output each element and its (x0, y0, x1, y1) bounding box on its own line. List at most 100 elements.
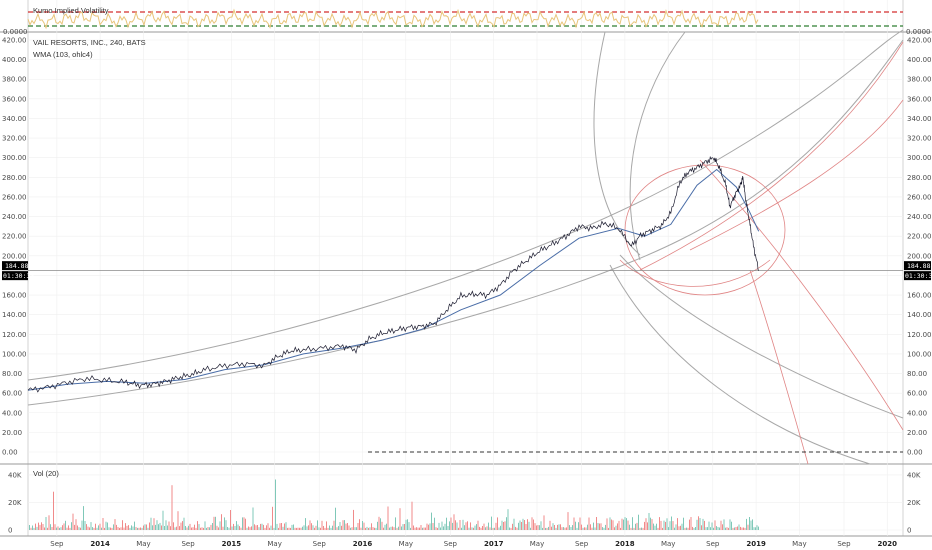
volume-bar (311, 523, 312, 530)
volume-bar (249, 527, 251, 530)
volume-bar (494, 527, 495, 530)
y-axis-left: 0.00 20.00 40.00 60.00 80.00 100.00 120.00 140.… (2, 37, 27, 457)
volume-bar (417, 527, 419, 530)
volume-bar (323, 526, 324, 530)
volume-bar (257, 525, 258, 530)
volume-bar (419, 527, 420, 530)
volume-bar (290, 527, 291, 530)
drawing-tools[interactable] (27, 29, 904, 465)
volume-bar (231, 526, 233, 530)
volume-bar (38, 522, 39, 530)
volume-bar (636, 522, 638, 530)
x-tick-label: 2017 (484, 540, 504, 548)
volume-bar (234, 526, 236, 530)
volume-bar (626, 518, 627, 530)
volume-bar (657, 527, 659, 530)
volume-bar (321, 520, 323, 530)
volume-bar (737, 526, 738, 530)
volume-bar (585, 527, 587, 530)
volume-bar (246, 527, 248, 530)
volume-pane[interactable]: 0 0 20K 20K 40K 40K Vol (20) (8, 464, 921, 536)
volume-bar (198, 524, 200, 530)
y-tick-label: 260.00 (2, 193, 27, 201)
time-axis[interactable]: Sep 2014 May Sep 2015 May Sep 2016 May Sep 2017 May… (50, 540, 897, 548)
fib-curve-outer[interactable] (639, 41, 904, 271)
volume-bar (215, 516, 216, 530)
volume-bar (258, 527, 260, 530)
volume-bar (278, 527, 279, 530)
price-pane[interactable]: 0.00 20.00 40.00 60.00 80.00 100.00 120.00 140.… (2, 29, 932, 465)
volume-bar (452, 522, 453, 530)
volume-bar (612, 520, 614, 530)
volume-bar (471, 527, 473, 530)
volume-bar (309, 520, 311, 530)
volume-bar (758, 526, 759, 530)
volume-bar (380, 518, 381, 530)
volume-bar (41, 522, 42, 530)
volume-bar (92, 527, 93, 530)
volume-bar (200, 527, 201, 530)
volume-bar (543, 515, 545, 530)
volume-bar (467, 521, 468, 530)
volume-bar (645, 518, 647, 530)
fib-projection-long[interactable] (699, 159, 904, 431)
volume-bar (513, 518, 515, 530)
volume-bar (65, 520, 66, 530)
volume-bar (498, 527, 500, 530)
y-tick-label: 20.00 (2, 429, 22, 437)
channel-lower-curve[interactable] (27, 39, 904, 406)
oscillator-tick-left: 0.0000 (3, 28, 28, 36)
volume-tick-label: 0 (907, 527, 911, 535)
x-tick-label: 2020 (878, 540, 898, 548)
y-tick-label: 380.00 (907, 76, 932, 84)
volume-bar (216, 525, 218, 530)
volume-bar (206, 527, 207, 530)
countdown-tag-right (904, 271, 931, 281)
volume-bar (725, 527, 726, 530)
y-tick-label: 240.00 (907, 213, 932, 221)
volume-bar (189, 523, 191, 530)
volume-bar (578, 522, 579, 530)
volume-bar (641, 527, 642, 530)
volume-bar (99, 523, 101, 530)
arc-big-right[interactable] (629, 31, 686, 261)
y-tick-label: 220.00 (2, 233, 27, 241)
arc-descending-2[interactable] (609, 264, 871, 465)
volume-bar (632, 517, 633, 530)
volume-bar (282, 526, 284, 530)
countdown-tag-right-text: 01:30:33 (905, 272, 932, 280)
volume-bar (192, 527, 194, 530)
volume-bar (482, 526, 483, 530)
volume-bar (42, 524, 44, 530)
volume-bar (191, 527, 192, 530)
volume-bar (108, 527, 110, 530)
volume-bar (692, 526, 693, 530)
countdown-tag-left-text: 01:30:33 (3, 272, 34, 280)
volume-bar (407, 519, 408, 530)
volume-bar (366, 526, 368, 530)
volume-bar (567, 512, 569, 530)
arc-descending-1[interactable] (619, 254, 904, 419)
volume-bar (555, 527, 557, 530)
volume-bar (491, 516, 492, 530)
volume-bar (299, 527, 300, 530)
volume-bar (33, 527, 35, 530)
volume-bar (723, 519, 725, 530)
volume-bar (458, 527, 459, 530)
fib-arc-bottom[interactable] (619, 259, 771, 287)
volume-bar (671, 516, 672, 530)
volume-bar (45, 517, 47, 530)
volume-bar (573, 517, 575, 530)
fib-curve-inner[interactable] (689, 99, 904, 251)
volume-bar (197, 521, 198, 530)
oscillator-pane[interactable]: Kumo Implied Volatility 0.0000 0.0000 (3, 0, 931, 36)
channel-upper-curve[interactable] (27, 29, 904, 381)
fib-projection-steep[interactable] (749, 269, 809, 465)
volume-bar (264, 527, 266, 530)
y-tick-label: 220.00 (907, 233, 932, 241)
volume-bar (392, 526, 393, 530)
arc-big-left[interactable] (593, 31, 641, 256)
volume-bar (204, 521, 206, 530)
volume-bar (569, 525, 570, 530)
